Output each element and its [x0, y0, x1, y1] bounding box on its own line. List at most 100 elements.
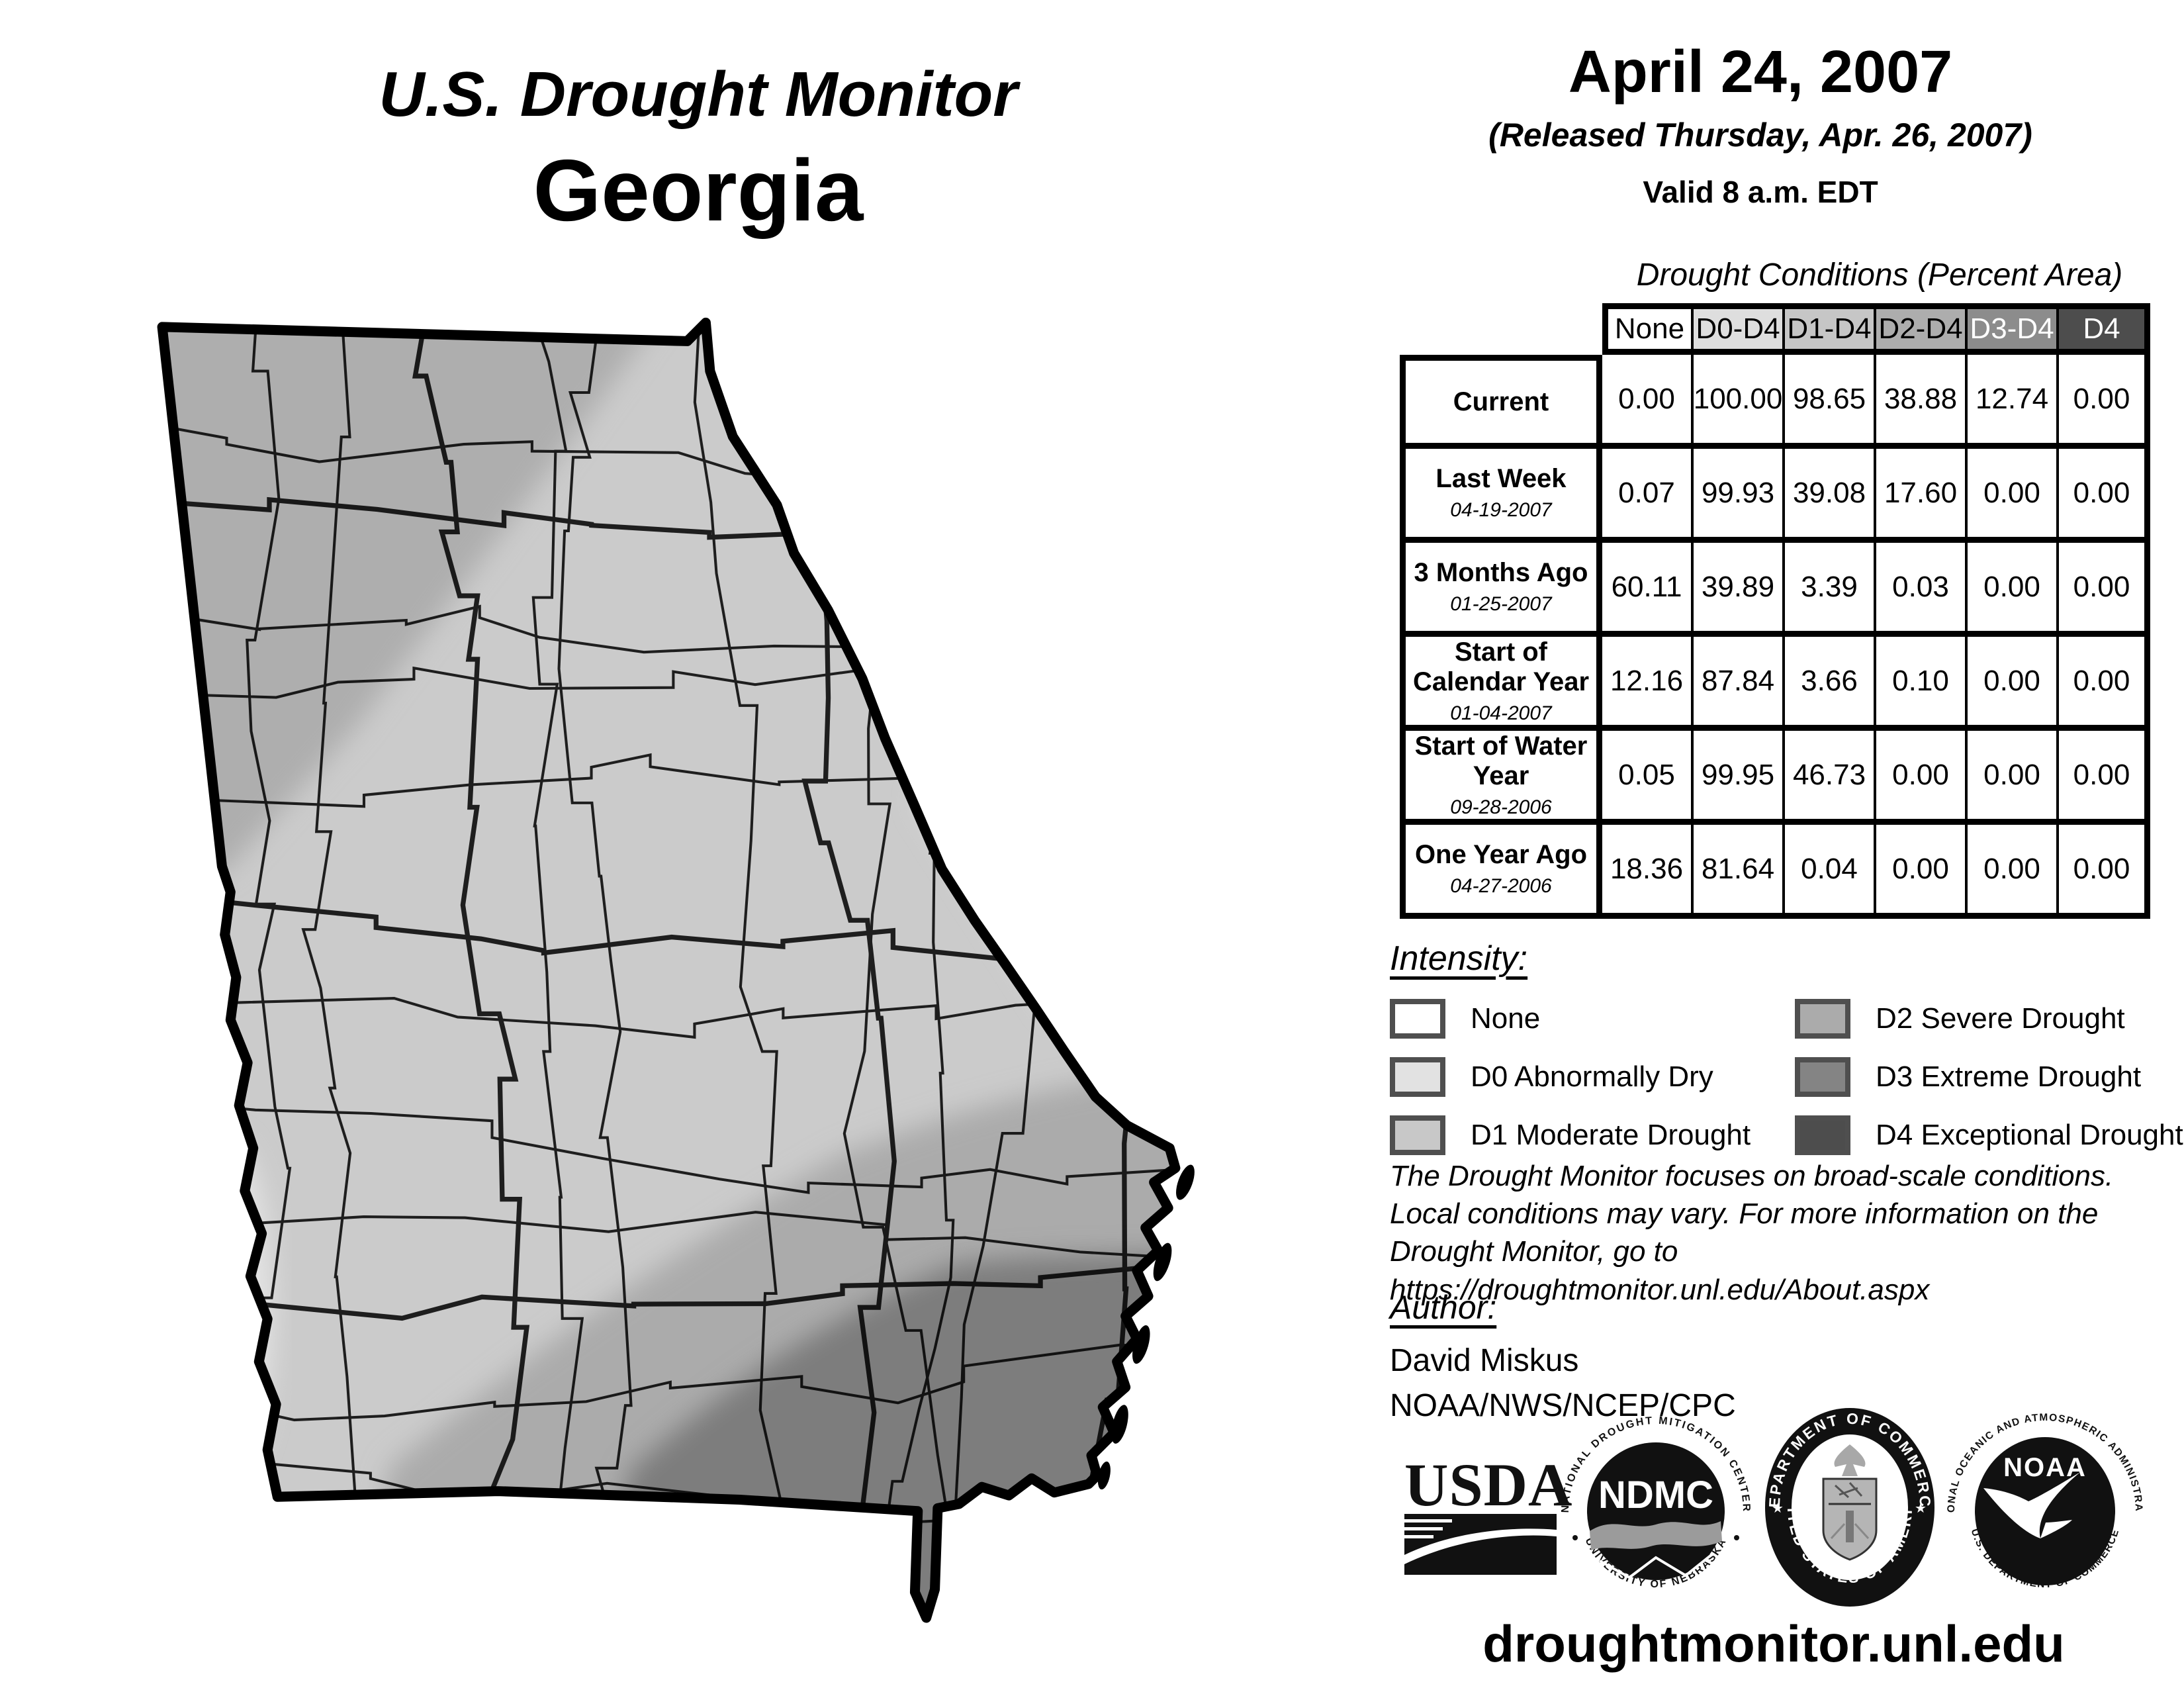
- row-label-text: Current: [1453, 387, 1549, 416]
- column-header-none: None: [1602, 303, 1694, 355]
- intensity-legend-right: D2 Severe Drought D3 Extreme Drought D4 …: [1795, 997, 2183, 1157]
- table-cell: 0.00: [1968, 731, 2059, 825]
- table-cell: 99.93: [1694, 449, 1785, 543]
- column-header-d3d4: D3-D4: [1968, 303, 2059, 355]
- drought-shading: [162, 322, 1175, 1618]
- table-cell: 0.00: [2059, 355, 2150, 449]
- table-cell: 3.66: [1785, 637, 1876, 731]
- table-cell: 98.65: [1785, 355, 1876, 449]
- table-cell: 17.60: [1876, 449, 1968, 543]
- state-outline: [157, 317, 1181, 1623]
- doc-eagle: [1834, 1444, 1866, 1476]
- legend-label: D0 Abnormally Dry: [1471, 1060, 1713, 1093]
- table-cell: 0.00: [1968, 449, 2059, 543]
- table-cell: 12.74: [1968, 355, 2059, 449]
- site-url: droughtmonitor.unl.edu: [1482, 1615, 2065, 1673]
- table-cell: 60.11: [1602, 543, 1694, 637]
- table-cell: 0.10: [1876, 637, 1968, 731]
- valid-time: Valid 8 a.m. EDT: [1643, 175, 1878, 209]
- row-label-one-year-ago: One Year Ago 04-27-2006: [1400, 825, 1602, 919]
- row-label-text: Start of Calendar Year: [1412, 637, 1590, 696]
- table-cell: 0.00: [1876, 731, 1968, 825]
- row-label-start-water-year: Start of Water Year 09-28-2006: [1400, 731, 1602, 825]
- legend-item-d4: D4 Exceptional Drought: [1795, 1113, 2183, 1157]
- row-label-last-week: Last Week 04-19-2007: [1400, 449, 1602, 543]
- table-cell: 99.95: [1694, 731, 1785, 825]
- column-header-d0d4: D0-D4: [1694, 303, 1785, 355]
- table-cell: 0.00: [2059, 731, 2150, 825]
- us-drought-monitor-title: U.S. Drought Monitor: [379, 59, 1018, 130]
- row-label-text: 3 Months Ago: [1414, 558, 1588, 588]
- table-cell: 0.00: [1968, 543, 2059, 637]
- row-label-3-months-ago: 3 Months Ago 01-25-2007: [1400, 543, 1602, 637]
- legend-swatch-d2: [1795, 999, 1850, 1039]
- table-cell: 0.03: [1876, 543, 1968, 637]
- d2-northwest-shading: [162, 322, 683, 910]
- ndmc-logo: NATIONAL DROUGHT MITIGATION CENTER UNIVE…: [1560, 1415, 1751, 1590]
- table-cell: 0.04: [1785, 825, 1876, 919]
- disclaimer-text: The Drought Monitor focuses on broad-sca…: [1390, 1157, 2171, 1309]
- table-cell: 0.00: [2059, 637, 2150, 731]
- ndmc-wordmark: NDMC: [1598, 1474, 1713, 1517]
- table-cell: 0.05: [1602, 731, 1694, 825]
- table-cell: 38.88: [1876, 355, 1968, 449]
- column-header-d1d4: D1-D4: [1785, 303, 1876, 355]
- date-block: April 24, 2007 (Released Thursday, Apr. …: [1383, 38, 2138, 210]
- row-label-text: Start of Water Year: [1414, 731, 1588, 790]
- state-title: Georgia: [533, 142, 864, 239]
- legend-item-none: None: [1390, 997, 1751, 1041]
- legend-label: None: [1471, 1002, 1541, 1035]
- disclaimer-line: Local conditions may vary. For more info…: [1390, 1197, 2099, 1231]
- column-header-d4: D4: [2059, 303, 2150, 355]
- legend-item-d2: D2 Severe Drought: [1795, 997, 2183, 1041]
- usda-wordmark: USDA: [1404, 1451, 1573, 1519]
- legend-swatch-d3: [1795, 1057, 1850, 1097]
- table-cell: 0.00: [1876, 825, 1968, 919]
- drought-table-title: Drought Conditions (Percent Area): [1636, 258, 2123, 293]
- drought-table: None D0-D4 D1-D4 D2-D4 D3-D4 D4 Current …: [1400, 303, 2150, 919]
- table-corner-cell: [1400, 303, 1602, 355]
- report-date: April 24, 2007: [1568, 39, 1953, 105]
- noaa-bird: [1983, 1472, 2080, 1538]
- table-cell: 0.00: [1968, 637, 2059, 731]
- table-cell: 12.16: [1602, 637, 1694, 731]
- row-label-text: One Year Ago: [1414, 840, 1588, 870]
- row-label-date: 01-04-2007: [1450, 702, 1552, 724]
- georgia-drought-map: [157, 317, 1195, 1623]
- legend-item-d0: D0 Abnormally Dry: [1390, 1055, 1751, 1099]
- intensity-legend-left: None D0 Abnormally Dry D1 Moderate Droug…: [1390, 997, 1751, 1157]
- table-cell: 18.36: [1602, 825, 1694, 919]
- disclaimer-line: The Drought Monitor focuses on broad-sca…: [1390, 1160, 2114, 1192]
- legend-label: D1 Moderate Drought: [1471, 1119, 1751, 1151]
- usda-swoosh: [1404, 1514, 1557, 1575]
- table-cell: 100.00: [1694, 355, 1785, 449]
- table-cell: 0.00: [1968, 825, 2059, 919]
- legend-swatch-d4: [1795, 1115, 1850, 1155]
- table-cell: 0.00: [2059, 543, 2150, 637]
- legend-swatch-d1: [1390, 1115, 1445, 1155]
- table-cell: 0.00: [1602, 355, 1694, 449]
- doc-star-right: ★: [1915, 1501, 1927, 1516]
- row-label-date: 01-25-2007: [1450, 593, 1552, 616]
- table-cell: 87.84: [1694, 637, 1785, 731]
- column-header-d2d4: D2-D4: [1876, 303, 1968, 355]
- table-cell: 46.73: [1785, 731, 1876, 825]
- noaa-wordmark: NOAA: [2003, 1453, 2087, 1482]
- legend-swatch-none: [1390, 999, 1445, 1039]
- doc-star-left: ★: [1772, 1501, 1784, 1516]
- legend-label: D3 Extreme Drought: [1876, 1060, 2142, 1093]
- legend-label: D2 Severe Drought: [1876, 1002, 2125, 1035]
- row-label-date: 04-27-2006: [1450, 875, 1552, 898]
- noaa-logo: NATIONAL OCEANIC AND ATMOSPHERIC ADMINIS…: [1942, 1402, 2144, 1590]
- author-heading: Author:: [1390, 1289, 1497, 1326]
- row-label-text: Last Week: [1435, 464, 1567, 494]
- table-cell: 39.89: [1694, 543, 1785, 637]
- department-of-commerce-seal: DEPARTMENT OF COMMERCE UNITED STATES OF …: [1757, 1398, 1934, 1607]
- table-cell: 3.39: [1785, 543, 1876, 637]
- table-cell: 0.00: [2059, 449, 2150, 543]
- table-cell: 81.64: [1694, 825, 1785, 919]
- author-name: David Miskus: [1390, 1343, 1579, 1378]
- row-label-date: 04-19-2007: [1450, 499, 1552, 522]
- author-org: NOAA/NWS/NCEP/CPC: [1390, 1388, 1736, 1423]
